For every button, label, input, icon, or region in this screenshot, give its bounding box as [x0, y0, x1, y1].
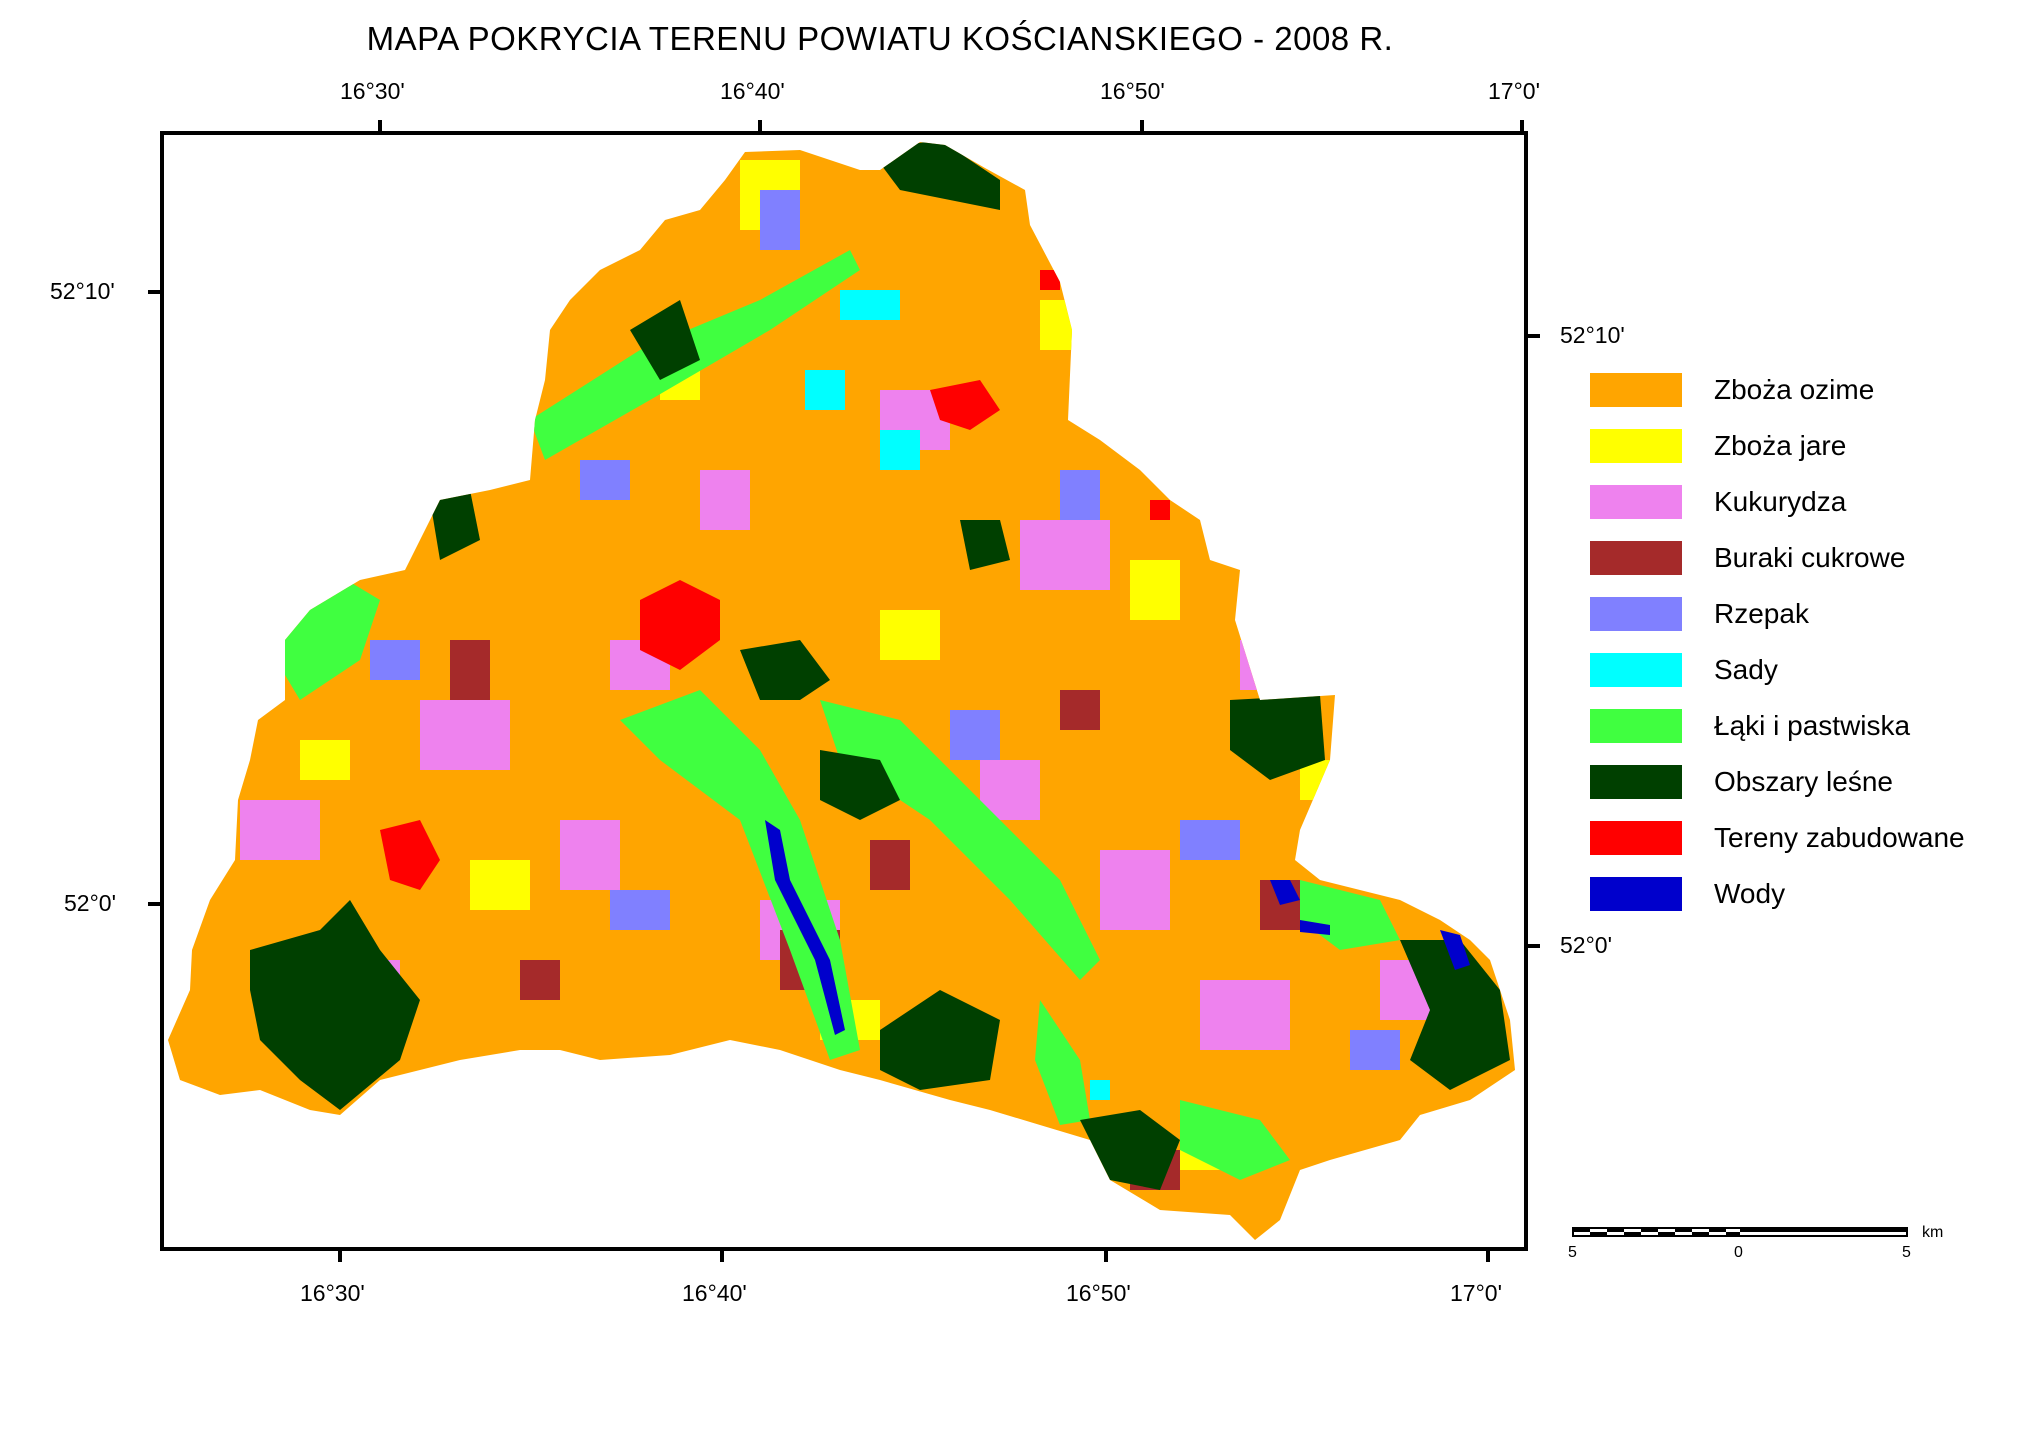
legend-label: Buraki cukrowe	[1714, 542, 1906, 573]
bottom-longitude-label: 16°50'	[1066, 1280, 1131, 1306]
legend-swatch	[1590, 485, 1682, 519]
legend-swatch	[1590, 541, 1682, 575]
bottom-longitude-label: 16°30'	[300, 1280, 365, 1306]
map-title: MAPA POKRYCIA TERENU POWIATU KOŚCIANSKIE…	[366, 20, 1394, 57]
legend-label: Łąki i pastwiska	[1714, 710, 1911, 741]
legend-swatch	[1590, 653, 1682, 687]
bottom-longitude-label: 16°40'	[682, 1280, 747, 1306]
legend-label: Obszary leśne	[1714, 766, 1893, 797]
top-longitude-label: 16°40'	[720, 78, 785, 104]
scale-unit-label: km	[1922, 1224, 1944, 1241]
legend-swatch	[1590, 765, 1682, 799]
scale-right-label: 5	[1902, 1244, 1911, 1261]
top-longitude-label: 16°30'	[340, 78, 405, 104]
legend-swatch	[1590, 429, 1682, 463]
legend-item: Tereny zabudowane	[1590, 818, 1965, 858]
top-longitude-label: 16°50'	[1100, 78, 1165, 104]
legend-label: Zboża ozime	[1714, 374, 1875, 405]
legend-label: Sady	[1714, 654, 1778, 685]
legend-item: Wody	[1590, 874, 1785, 914]
legend-item: Sady	[1590, 650, 1778, 690]
right-latitude-label: 52°0'	[1560, 932, 1612, 958]
legend-item: Łąki i pastwiska	[1590, 706, 1910, 746]
bottom-longitude-label: 17°0'	[1450, 1280, 1502, 1306]
legend-label: Tereny zabudowane	[1714, 822, 1965, 853]
legend-item: Rzepak	[1590, 594, 1809, 634]
legend-item: Obszary leśne	[1590, 762, 1893, 802]
legend-item: Kukurydza	[1590, 482, 1846, 522]
legend-label: Rzepak	[1714, 598, 1809, 629]
legend-label: Kukurydza	[1714, 486, 1847, 517]
legend-item: Zboża jare	[1590, 426, 1846, 466]
left-latitude-label: 52°0'	[64, 890, 116, 916]
legend-item: Zboża ozime	[1590, 370, 1874, 410]
legend-swatch	[1590, 709, 1682, 743]
scale-mid-label: 0	[1734, 1244, 1743, 1261]
legend-item: Buraki cukrowe	[1590, 538, 1905, 578]
scale-left-label: 5	[1568, 1244, 1577, 1261]
legend-label: Wody	[1714, 878, 1786, 909]
map-frame	[160, 131, 1528, 1251]
legend-swatch	[1590, 821, 1682, 855]
right-latitude-label: 52°10'	[1560, 322, 1625, 348]
legend-swatch	[1590, 597, 1682, 631]
scale-bar-graphic	[1572, 1227, 1908, 1237]
top-longitude-label: 17°0'	[1488, 78, 1540, 104]
legend-label: Zboża jare	[1714, 430, 1847, 461]
left-latitude-label: 52°10'	[50, 278, 115, 304]
legend-swatch	[1590, 373, 1682, 407]
legend-swatch	[1590, 877, 1682, 911]
